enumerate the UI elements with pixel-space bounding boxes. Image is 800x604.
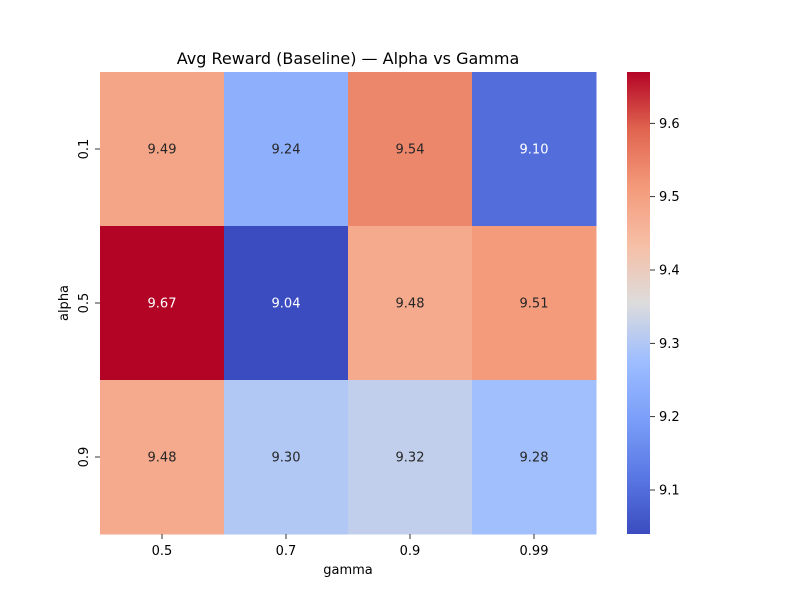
y-axis: 0.1 0.5 0.9	[77, 139, 100, 468]
cell-value-label: 9.30	[272, 451, 301, 466]
y-axis-label: alpha	[57, 285, 72, 321]
colorbar-tick-label: 9.2	[659, 410, 680, 425]
y-tick-label: 0.5	[77, 293, 92, 314]
x-tick-label: 0.5	[152, 544, 173, 559]
chart-title: Avg Reward (Baseline) — Alpha vs Gamma	[177, 49, 520, 68]
heatmap-cell	[348, 380, 473, 535]
cell-value-label: 9.32	[396, 451, 425, 466]
x-axis: 0.5 0.7 0.9 0.99	[152, 534, 549, 559]
heatmap-cell	[224, 72, 349, 227]
colorbar-tick-label: 9.3	[659, 337, 680, 352]
heatmap-cell	[472, 380, 597, 535]
y-tick-label: 0.1	[77, 139, 92, 160]
cell-value-label: 9.54	[396, 143, 425, 158]
cell-value-label: 9.10	[520, 143, 549, 158]
cell-value-label: 9.28	[520, 451, 549, 466]
x-tick-label: 0.7	[276, 544, 297, 559]
cell-value-label: 9.04	[272, 297, 301, 312]
heatmap-cell	[224, 380, 349, 535]
cell-value-label: 9.67	[148, 297, 177, 312]
heatmap-cell	[100, 226, 225, 381]
cell-value-label: 9.24	[272, 143, 301, 158]
heatmap-cell	[348, 226, 473, 381]
x-tick-label: 0.9	[400, 544, 421, 559]
cell-value-label: 9.49	[148, 143, 177, 158]
cell-value-label: 9.48	[396, 297, 425, 312]
colorbar-tick-label: 9.6	[659, 117, 680, 132]
heatmap-cell	[224, 226, 349, 381]
heatmap-cells: 9.49 9.24 9.54 9.10 9.67 9.04 9.48 9.51 9.48 9.30…	[100, 72, 597, 535]
heatmap-cell	[472, 72, 597, 227]
colorbar-tick-label: 9.1	[659, 484, 680, 499]
cell-value-label: 9.48	[148, 451, 177, 466]
x-axis-label: gamma	[323, 563, 373, 578]
heatmap-cell	[348, 72, 473, 227]
heatmap-cell	[100, 72, 225, 227]
heatmap-cell	[472, 226, 597, 381]
colorbar-gradient	[627, 72, 650, 534]
cell-value-label: 9.51	[520, 297, 549, 312]
heatmap-cell	[100, 380, 225, 535]
colorbar: 9.1 9.2 9.3 9.4 9.5 9.6	[627, 72, 680, 534]
y-tick-label: 0.9	[77, 447, 92, 468]
x-tick-label: 0.99	[520, 544, 549, 559]
colorbar-tick-label: 9.5	[659, 190, 680, 205]
colorbar-tick-label: 9.4	[659, 264, 680, 279]
